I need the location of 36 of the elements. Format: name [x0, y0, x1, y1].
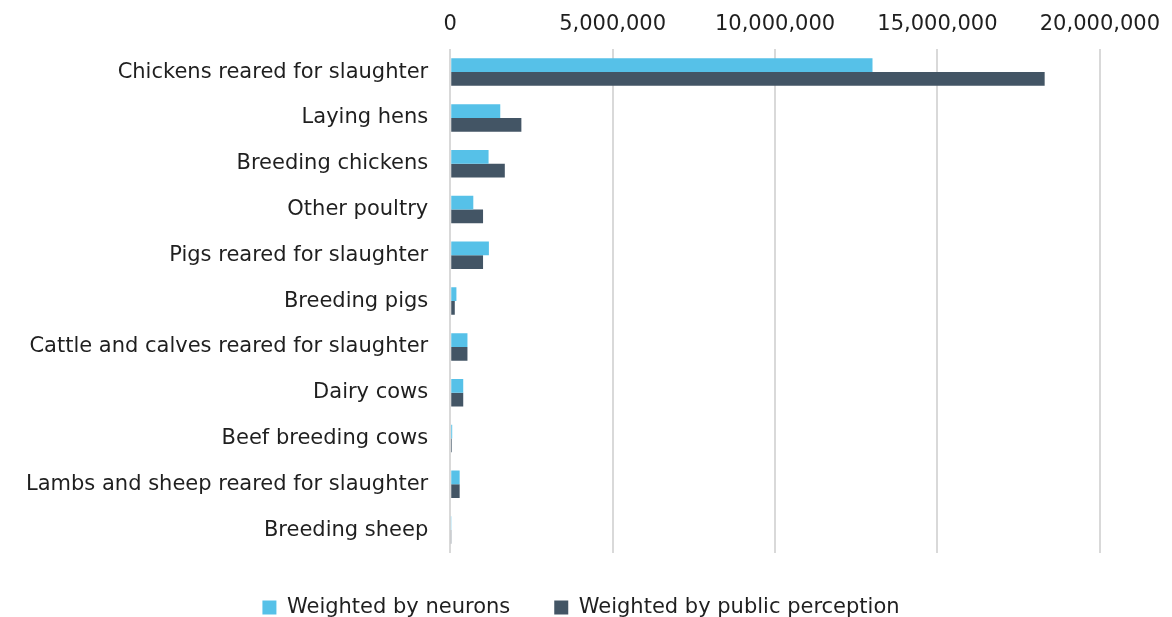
bar: [451, 195, 474, 210]
x-tick-label: 10,000,000: [714, 11, 836, 36]
bar: [451, 333, 468, 347]
bar: [451, 287, 457, 302]
bar: [451, 72, 1045, 86]
x-tick-label: 15,000,000: [877, 11, 998, 36]
bar: [451, 104, 501, 118]
bar: [451, 149, 489, 164]
y-tick-label: Breeding chickens: [236, 150, 429, 175]
y-tick-label: Pigs reared for slaughter: [169, 241, 429, 266]
legend-label: Weighted by public perception: [578, 593, 900, 617]
y-tick-label: Breeding pigs: [283, 287, 429, 312]
bar: [451, 392, 464, 407]
y-tick-label: Chickens reared for slaughter: [117, 58, 429, 83]
y-tick-label: Other poultry: [287, 195, 429, 220]
y-tick-label: Lambs and sheep reared for slaughter: [25, 470, 429, 495]
x-tick-label: 0: [443, 11, 457, 36]
bar: [451, 255, 484, 270]
bar: [451, 346, 468, 361]
bar: [451, 209, 484, 224]
bar: [451, 378, 464, 393]
bar: [451, 117, 522, 132]
bar: [451, 241, 489, 256]
y-tick-label: Beef breeding cows: [221, 424, 429, 449]
legend-label: Weighted by neurons: [286, 593, 511, 617]
bar: [451, 484, 460, 499]
y-tick-label: Cattle and calves reared for slaughter: [29, 333, 429, 358]
bar: [451, 58, 873, 73]
bar: [451, 163, 505, 178]
y-tick-label: Dairy cows: [313, 379, 429, 404]
bar: [451, 470, 460, 485]
x-tick-label: 5,000,000: [559, 11, 667, 36]
y-tick-label: Breeding sheep: [263, 516, 429, 541]
y-tick-label: Laying hens: [301, 104, 429, 129]
x-tick-label: 20,000,000: [1039, 11, 1161, 36]
bar: [451, 301, 455, 315]
